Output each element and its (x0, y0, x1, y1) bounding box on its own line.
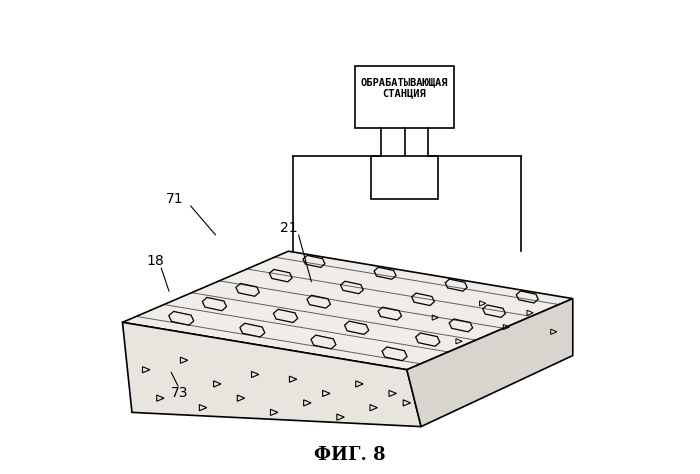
Text: 18: 18 (147, 254, 164, 268)
Polygon shape (407, 299, 573, 427)
Polygon shape (122, 251, 573, 370)
Text: 21: 21 (279, 220, 298, 235)
FancyBboxPatch shape (355, 66, 454, 128)
Text: ОБРАБАТЫВАЮЩАЯ
СТАНЦИЯ: ОБРАБАТЫВАЮЩАЯ СТАНЦИЯ (360, 77, 448, 99)
Text: ФИГ. 8: ФИГ. 8 (314, 446, 386, 464)
Polygon shape (122, 322, 421, 427)
Text: 73: 73 (171, 386, 188, 401)
FancyBboxPatch shape (371, 156, 438, 199)
Text: 71: 71 (166, 192, 183, 206)
